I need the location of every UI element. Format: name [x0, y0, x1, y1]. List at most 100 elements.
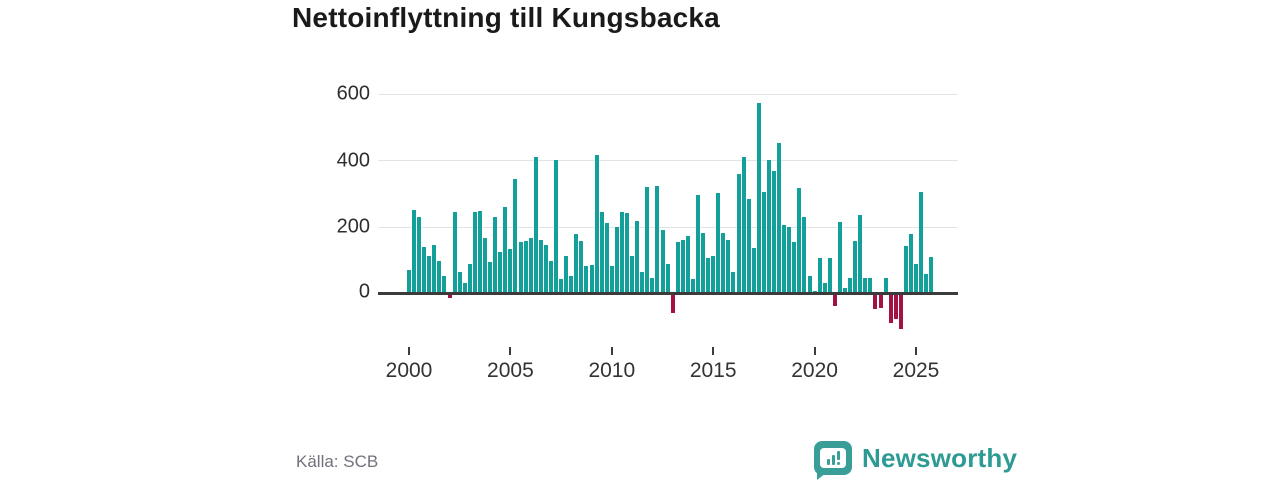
bar-2000-q85	[837, 221, 842, 293]
bar-2000-q64	[731, 272, 736, 293]
newsworthy-logo-icon	[814, 441, 852, 480]
bar-2000-q16	[488, 261, 493, 293]
bar-2000-q24	[528, 238, 533, 293]
bar-2000-q96	[893, 294, 898, 320]
bar-2000-q62	[721, 233, 726, 293]
y-axis-label: 400	[336, 149, 370, 171]
bar-2000-q48	[650, 278, 655, 293]
bar-2000-q66	[741, 157, 746, 293]
bar-2000-q103	[929, 257, 934, 293]
bar-2000-q90	[863, 278, 868, 293]
x-tick-2020	[813, 347, 816, 355]
bar-2000-q50	[660, 229, 665, 293]
chart-title: Nettoinflyttning till Kungsbacka	[292, 2, 720, 33]
bar-2000-q98	[903, 246, 908, 293]
gridline-y200	[378, 226, 958, 228]
bar-2000-q67	[746, 199, 751, 293]
gridline-y400	[378, 160, 958, 161]
x-tick-2005	[509, 347, 512, 355]
bar-2000-q28	[548, 261, 553, 293]
bar-2000-q95	[888, 294, 893, 323]
bar-2000-q34	[579, 241, 584, 293]
bar-2000-q7	[442, 275, 447, 293]
bar-2000-q17	[493, 216, 498, 293]
bar-2000-q6	[437, 261, 442, 293]
bar-2000-q83	[827, 258, 832, 293]
bar-2000-q70	[761, 192, 766, 293]
bar-2000-q53	[675, 242, 680, 293]
bar-2000-q91	[868, 278, 873, 293]
bar-2000-q27	[543, 244, 548, 293]
x-tick-2010	[610, 347, 613, 355]
bar-2000-q1	[412, 209, 417, 293]
bar-2000-q100	[914, 263, 918, 293]
bar-2000-q11	[462, 283, 467, 293]
bar-2000-q75	[787, 226, 792, 293]
bar-2000-q59	[706, 258, 711, 293]
bar-2000-q8	[447, 294, 452, 299]
x-tick-2025	[915, 347, 917, 355]
bar-2000-q81	[817, 258, 822, 293]
bar-2000-q32	[569, 276, 574, 293]
bar-2000-q14	[477, 210, 482, 293]
bar-2000-q102	[924, 274, 929, 293]
bar-2000-q26	[538, 239, 543, 293]
gridline-y600	[378, 93, 958, 95]
bar-2000-q60	[711, 256, 716, 293]
bar-2000-q0	[407, 269, 411, 293]
source-label: Källa: SCB	[296, 452, 379, 471]
x-axis-label: 2005	[487, 359, 534, 382]
bar-2000-q18	[498, 252, 503, 293]
bar-2000-q30	[559, 279, 564, 293]
newsworthy-logo: Newsworthy	[814, 439, 1018, 480]
bar-2000-q4	[427, 255, 432, 293]
bar-2000-q65	[736, 173, 741, 293]
bar-2000-q87	[848, 278, 853, 293]
x-tick-2000	[408, 347, 410, 355]
bar-2000-q37	[594, 155, 599, 293]
bar-2000-q12	[467, 263, 472, 293]
newsworthy-wordmark: Newsworthy	[862, 442, 1018, 473]
bar-2000-q40	[609, 265, 614, 293]
bar-2000-q86	[843, 288, 848, 293]
bar-2000-q9	[452, 211, 457, 293]
bar-2000-q92	[873, 294, 878, 310]
bar-2000-q15	[483, 238, 488, 293]
bar-2000-q22	[518, 242, 523, 293]
bar-2000-q69	[756, 103, 761, 293]
bar-2000-q88	[853, 241, 858, 293]
bar-2000-q47	[645, 186, 650, 293]
bar-2000-q36	[589, 264, 594, 293]
bar-2000-q43	[625, 213, 629, 293]
exclamation-icon	[836, 451, 840, 465]
bar-2000-q97	[898, 294, 903, 330]
bar-2000-q38	[599, 211, 604, 293]
bar-2000-q94	[883, 278, 888, 293]
bar-2000-q71	[766, 160, 771, 293]
x-axis-label: 2020	[791, 359, 838, 382]
bar-2000-q72	[772, 170, 777, 293]
bar-2000-q52	[670, 294, 675, 313]
y-axis-label: 200	[336, 215, 370, 238]
bar-2000-q79	[807, 276, 812, 293]
bar-2000-q21	[513, 179, 518, 293]
x-axis-line	[378, 291, 958, 295]
bar-2000-q3	[422, 247, 427, 293]
bar-2000-q89	[858, 214, 863, 293]
bar-2000-q2	[417, 216, 422, 293]
bar-2000-q23	[523, 241, 528, 293]
x-axis-label: 2010	[588, 359, 636, 382]
bar-2000-q73	[777, 143, 782, 293]
bar-2000-q19	[503, 206, 508, 293]
bar-2000-q29	[554, 160, 559, 293]
bar-2000-q44	[630, 256, 635, 293]
bar-2000-q10	[457, 272, 462, 293]
bar-2000-q63	[726, 240, 731, 293]
bar-2000-q58	[701, 233, 706, 293]
bar-2000-q25	[533, 156, 538, 293]
bar-2000-q77	[797, 188, 802, 293]
bar-2000-q56	[690, 279, 695, 293]
bar-2000-q55	[685, 235, 690, 293]
bar-2000-q78	[802, 217, 807, 293]
bar-2000-q82	[822, 283, 827, 293]
